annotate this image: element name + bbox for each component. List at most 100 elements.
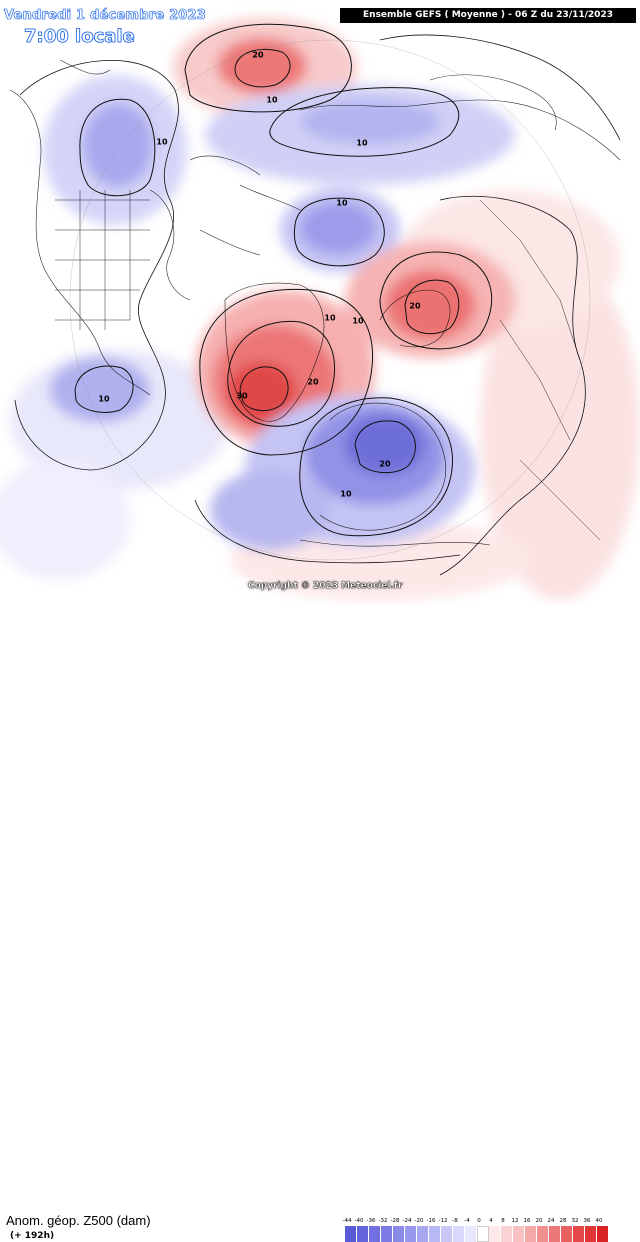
colorbar-tick-label: -16 [426,1218,436,1224]
colorbar-tick-label: -20 [414,1218,424,1224]
arctic-negative-core [300,100,440,144]
scandinavia-contour-20 [404,279,460,335]
forecast-date: Vendredi 1 décembre 2023 [4,8,207,24]
contour-label: 10 [98,394,110,404]
colorbar-cell [489,1226,501,1242]
colorbar-cell [561,1226,573,1242]
colorbar-cell [345,1226,357,1242]
contour-label: 20 [409,301,421,311]
colorbar-tick-label: 20 [535,1218,543,1224]
europe-contour-10 [299,397,453,537]
colorbar-cell [429,1226,441,1242]
namerica-negative-inner [83,103,153,187]
colorbar-cell [537,1226,549,1242]
colorbar-cell [513,1226,525,1242]
colorbar-tick-label: -24 [402,1218,412,1224]
contour-label: 10 [156,137,168,147]
europe-contour-20 [354,420,416,473]
arctic-contour-10 [269,87,460,157]
colorbar-cell [357,1226,369,1242]
copyright-notice: Copyright © 2023 Meteociel.fr [248,581,403,591]
contour-label: 20 [307,377,319,387]
gulf-contour-10 [74,365,134,413]
colorbar-cell [573,1226,585,1242]
pacific-positive-inner [217,38,307,94]
colorbar-cell [477,1226,489,1242]
colorbar-cell [453,1226,465,1242]
colorbar-cell [465,1226,477,1242]
contour-label: 20 [252,50,264,60]
asia-borders [479,199,601,541]
namerica-contour-10 [79,98,156,197]
colorbar-tick-label: -4 [464,1218,470,1224]
zero-contour-west [14,59,179,471]
us-states-grid [55,190,150,330]
colorbar-cell [597,1226,609,1242]
colorbar-tick-label: -40 [354,1218,364,1224]
colorbar-cell [393,1226,405,1242]
colorbar-tick-label: 36 [583,1218,591,1224]
pacific-contour-10 [184,23,352,113]
contour-label: 10 [336,198,348,208]
colorbar-tick-label: -12 [438,1218,448,1224]
colorbar-tick-label: -28 [390,1218,400,1224]
svalbard-negative-inner [300,202,376,254]
north-america-coast [9,59,151,396]
contour-label: 10 [356,138,368,148]
colorbar-cell [441,1226,453,1242]
siberia-coast [299,99,621,161]
colorbar-tick-label: 8 [501,1218,505,1224]
greenland-contour-20 [227,320,336,427]
colorbar-cell [549,1226,561,1242]
footer: Anom. géop. Z500 (dam) (+ 192h) -44 -40 -3… [0,605,640,1242]
zero-contour-south [194,499,461,564]
colorbar-tick-label: -44 [342,1218,352,1224]
colorbar-cell [525,1226,537,1242]
contour-label: 10 [352,316,364,326]
mediterranean-coast [299,539,491,547]
colorbar-tick-label: 28 [559,1218,567,1224]
variable-label: Anom. géop. Z500 (dam) [6,1213,151,1228]
greenland-coast [224,282,325,422]
contour-label: 30 [236,391,248,401]
contour-label: 10 [324,313,336,323]
pacific-contour-20 [234,48,291,88]
latitude-circles [69,39,591,561]
arctic-islands-coast [189,155,301,256]
colorbar-cell [501,1226,513,1242]
colorbar-cell [405,1226,417,1242]
forecast-time: 7:00 locale [24,26,136,48]
colorbar-tick-label: 32 [571,1218,579,1224]
svalbard-contour-10 [293,197,385,267]
colorbar-tick-label: 40 [595,1218,603,1224]
zero-contour-north [379,34,621,141]
contour-lines [14,23,621,576]
map-canvas [0,18,640,600]
colorbar-tick-label: 24 [547,1218,555,1224]
colorbar-tick-label: 4 [489,1218,493,1224]
colorbar-tick-label: -8 [452,1218,458,1224]
colorbar-cell [369,1226,381,1242]
colorbar-tick-label: -36 [366,1218,376,1224]
colorbar [345,1226,609,1242]
lead-time-label: (+ 192h) [10,1231,55,1241]
europe-coast [319,402,447,531]
greenland-contour-30 [239,366,289,411]
colorbar-tick-label: 12 [511,1218,519,1224]
contour-label: 10 [266,95,278,105]
scandinavia-coast [379,289,451,348]
colorbar-tick-label: 16 [523,1218,531,1224]
colorbar-tick-label: -32 [378,1218,388,1224]
europe-negative-inner [345,415,425,475]
contour-label: 20 [379,459,391,469]
model-run-banner: Ensemble GEFS ( Moyenne ) - 06 Z du 23/1… [340,8,636,23]
colorbar-cell [381,1226,393,1242]
colorbar-tick-label: 0 [477,1218,481,1224]
contour-label: 10 [340,489,352,499]
greenland-contour-10 [199,288,373,456]
atlantic-negative-tail [210,470,330,550]
alaska-coast [429,74,557,131]
scandinavia-contour-10 [379,251,493,350]
anomaly-map: 20 10 10 10 10 10 10 20 30 20 20 10 10 Vendredi 1 dé… [0,0,640,605]
colorbar-cell [585,1226,597,1242]
